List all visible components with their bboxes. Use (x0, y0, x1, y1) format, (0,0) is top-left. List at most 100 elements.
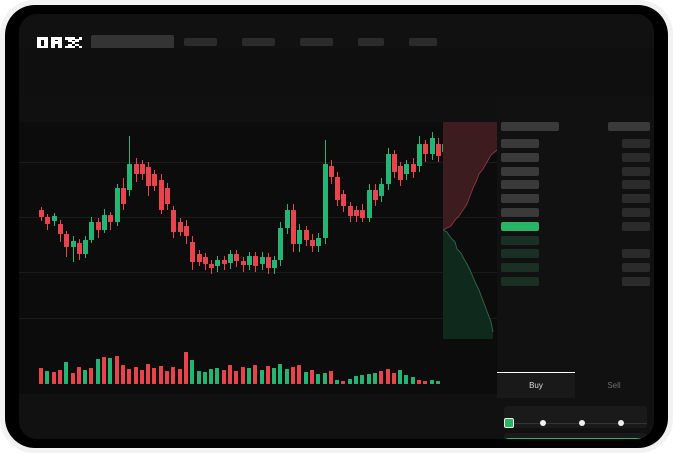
amount-slider-track[interactable] (507, 423, 647, 424)
amount-slider-dot-3[interactable] (618, 420, 624, 426)
order-field-0[interactable] (504, 406, 647, 428)
depth-ask-area (443, 122, 497, 230)
candle (391, 122, 397, 339)
candle (228, 122, 233, 339)
volume-bar (215, 368, 220, 384)
market-subheader: Spot Trading ▾ ▾ (19, 48, 654, 125)
tab-sell[interactable]: Sell (607, 380, 621, 390)
candle (284, 122, 290, 339)
candle (95, 122, 101, 339)
candle (335, 122, 341, 339)
nav-items (184, 38, 437, 46)
candle (133, 122, 139, 339)
volume-bar (410, 377, 415, 384)
volume-bar (190, 360, 195, 384)
orderbook-price (501, 235, 539, 245)
candle (120, 122, 126, 339)
volume-bar (366, 374, 371, 384)
volume-bar (196, 371, 201, 384)
search-input[interactable] (91, 35, 174, 49)
orderbook-row[interactable] (497, 263, 654, 273)
candle (309, 122, 315, 339)
volume-bar (89, 368, 94, 384)
candle (259, 122, 265, 339)
orderbook-price (501, 166, 539, 176)
volume-bar (114, 356, 119, 384)
nav-item-4[interactable] (409, 38, 437, 46)
orderbook-rows (497, 122, 654, 291)
orderbook-row[interactable] (497, 249, 654, 259)
candle (303, 122, 309, 339)
volume-bar (120, 365, 125, 384)
orderbook-amount (622, 139, 650, 148)
volume-bar (303, 372, 308, 384)
candle (139, 122, 145, 339)
volume-bar (57, 370, 62, 384)
candle (372, 122, 378, 339)
orderbook-row[interactable] (497, 194, 654, 204)
okx-logo-icon[interactable] (37, 37, 83, 49)
amount-slider-dot-2[interactable] (579, 420, 585, 426)
orderbook-amount (622, 249, 650, 259)
orderbook-row[interactable] (497, 122, 654, 131)
tab-buy[interactable]: Buy (497, 372, 575, 398)
volume-bar (354, 376, 358, 384)
volume-bar (360, 375, 365, 384)
volume-bar (95, 359, 100, 384)
orderbook-price (501, 139, 539, 148)
orderbook-row[interactable] (497, 221, 654, 231)
candle (51, 122, 57, 339)
volume-bar (265, 366, 270, 384)
candle (108, 122, 114, 339)
candle (410, 122, 416, 339)
volume-bar (291, 367, 295, 384)
orderbook-order-panel: Buy Sell (497, 96, 654, 439)
orderbook-row[interactable] (497, 166, 654, 176)
order-field-1[interactable] (504, 433, 647, 439)
volume-bar (316, 374, 321, 384)
orderbook-amount (622, 276, 650, 286)
candle (278, 122, 284, 339)
price-chart-panel[interactable] (19, 122, 497, 339)
volume-bar (234, 371, 239, 384)
volume-bar (379, 371, 384, 384)
volume-bar (372, 373, 377, 384)
candle (202, 122, 208, 339)
volume-histogram-panel (19, 339, 497, 394)
gridline (19, 272, 497, 273)
nav-item-0[interactable] (184, 38, 217, 46)
candle (240, 122, 246, 339)
orderbook-row[interactable] (497, 207, 654, 217)
candle (253, 122, 259, 339)
orderbook-amount (622, 166, 650, 176)
orderbook-row[interactable] (497, 180, 654, 190)
candle (102, 122, 107, 339)
amount-slider-dot-1[interactable] (540, 420, 546, 426)
nav-item-1[interactable] (242, 38, 275, 46)
amount-slider-handle[interactable] (504, 418, 514, 428)
volume-bar (51, 372, 56, 384)
submit-order-button[interactable] (505, 438, 654, 439)
volume-bar (64, 362, 69, 384)
candle (423, 122, 429, 339)
candle (429, 122, 435, 339)
orderbook-row[interactable] (497, 276, 654, 286)
orderbook-row[interactable] (497, 139, 654, 148)
volume-bar (429, 380, 434, 384)
orderbook-row[interactable] (497, 152, 654, 162)
candle (165, 122, 170, 339)
volume-bar (45, 371, 50, 384)
orderbook-amount (622, 221, 650, 231)
volume-bar (133, 367, 138, 384)
candle (39, 122, 44, 339)
candle (196, 122, 202, 339)
volume-bar (102, 357, 106, 384)
orderbook-amount (622, 207, 650, 217)
orderbook-row[interactable] (497, 235, 654, 245)
candle (354, 122, 359, 339)
volume-bar (391, 373, 396, 384)
nav-item-2[interactable] (300, 38, 333, 46)
depth-bid-area (443, 230, 493, 339)
volume-bar (76, 367, 81, 384)
nav-item-3[interactable] (358, 38, 384, 46)
